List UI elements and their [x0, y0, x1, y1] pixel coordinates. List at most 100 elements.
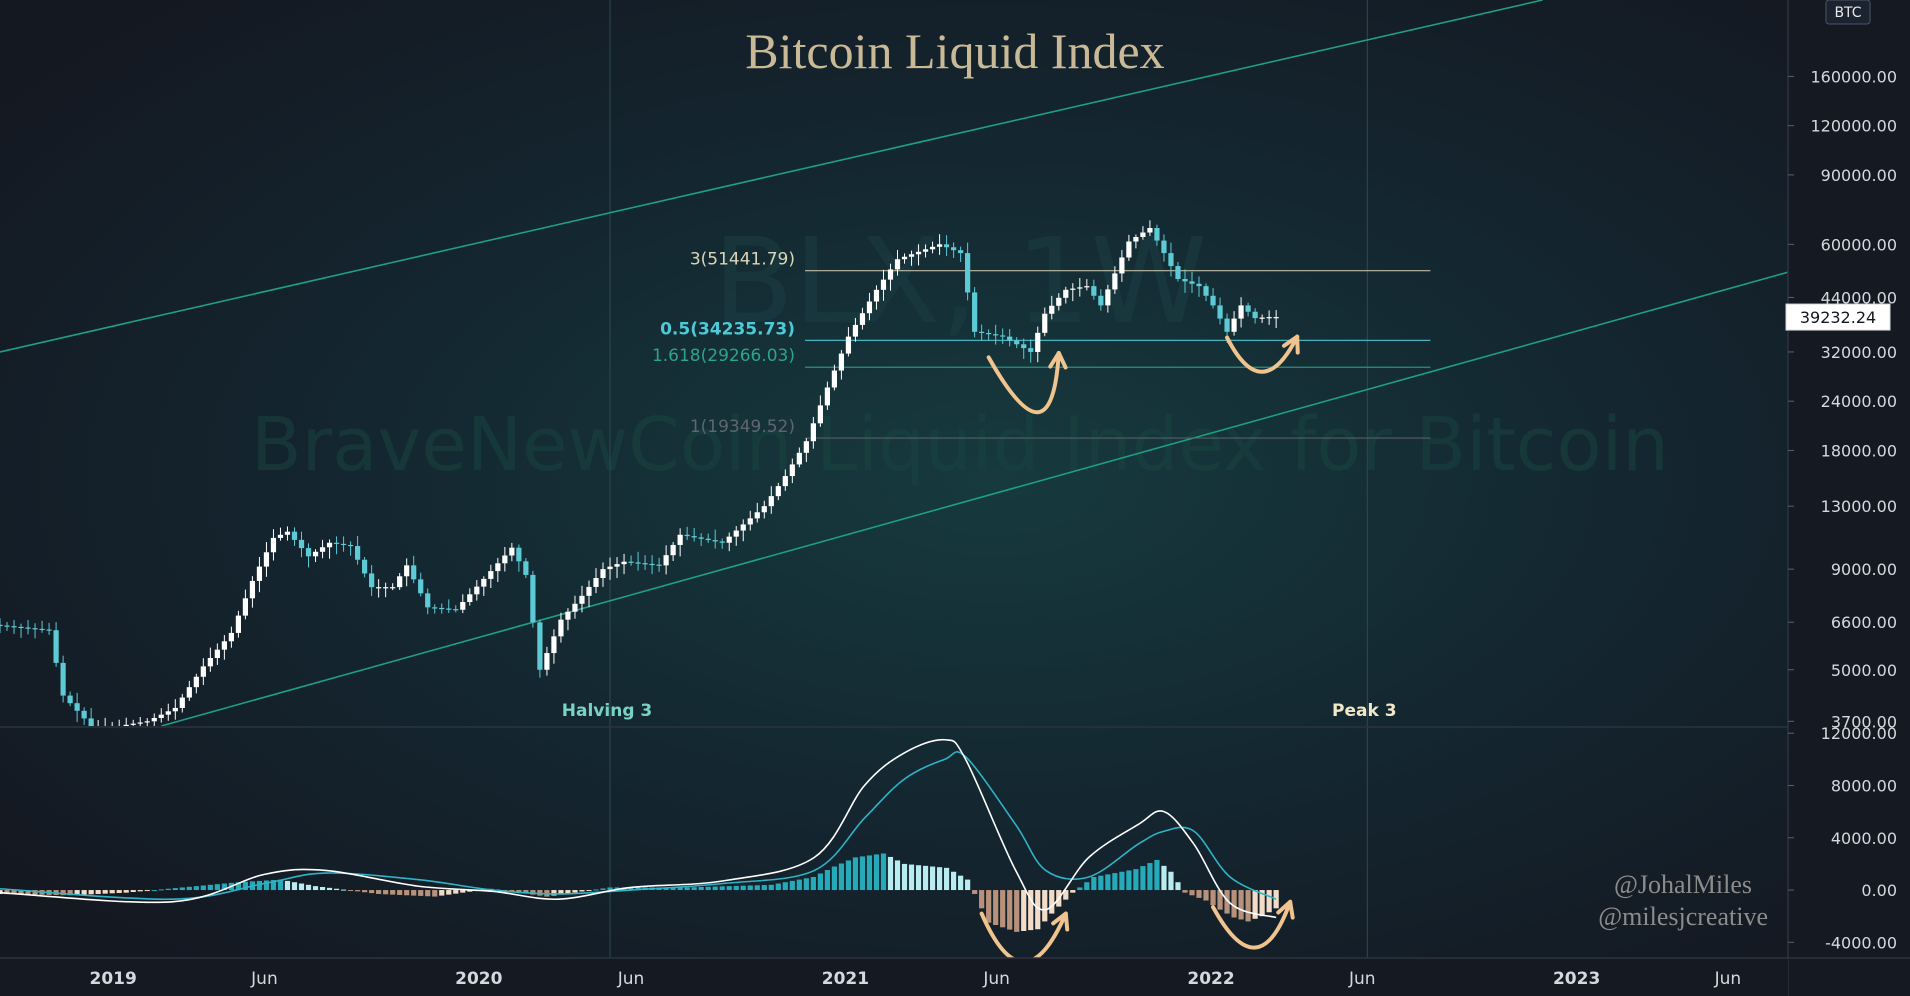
macd-histogram-bar: [593, 889, 599, 891]
macd-histogram-bar: [1266, 890, 1272, 913]
price-candle: [894, 250, 901, 276]
price-candle: [621, 553, 627, 575]
price-candle: [256, 556, 263, 593]
macd-histogram-bar: [958, 875, 964, 891]
price-candle: [1035, 326, 1041, 363]
price-candle: [137, 716, 143, 726]
price-candle: [1070, 283, 1076, 302]
last-price-tag: 39232.24: [1785, 303, 1891, 331]
macd-histogram-bar: [116, 890, 122, 893]
macd-histogram-bar: [670, 887, 676, 891]
macd-histogram-bar: [551, 890, 557, 896]
macd-histogram-bar: [509, 890, 515, 892]
macd-histogram-bar: [1252, 890, 1258, 919]
price-candle: [221, 635, 227, 660]
price-candle: [123, 717, 129, 726]
price-candle: [39, 620, 45, 633]
price-candle: [291, 527, 298, 546]
price-candle: [453, 605, 459, 613]
price-candle: [754, 502, 760, 523]
price-candle: [831, 364, 837, 391]
macd-histogram-bar: [467, 890, 473, 892]
macd-histogram-bar: [109, 890, 115, 894]
macd-histogram-bar: [390, 890, 396, 895]
macd-histogram-bar: [235, 882, 241, 891]
price-candle: [796, 447, 802, 468]
price-candle: [887, 263, 894, 291]
curved-arrow[interactable]: [986, 351, 1068, 415]
last-price-value: 39232.24: [1800, 308, 1876, 327]
price-candle: [1231, 311, 1237, 336]
price-candle: [1133, 234, 1139, 249]
macd-histogram-bar: [1175, 882, 1181, 891]
macd-tick-label: 0.00: [1861, 881, 1897, 900]
macd-histogram-bar: [221, 883, 227, 891]
price-candle: [1098, 289, 1104, 311]
price-candle: [319, 539, 326, 559]
macd-histogram-bar: [523, 890, 529, 894]
credits: @JohalMiles @milesjcreative: [1598, 870, 1768, 931]
macd-histogram-bar: [1000, 890, 1006, 928]
macd-histogram-bar: [1231, 890, 1237, 918]
price-candle: [74, 692, 80, 723]
macd-histogram-bar: [25, 890, 31, 895]
price-candle: [922, 244, 929, 258]
macd-histogram-bar: [894, 860, 901, 891]
price-candle: [1259, 314, 1265, 323]
curved-arrow[interactable]: [1211, 899, 1295, 950]
price-candle: [340, 536, 347, 552]
price-candle: [993, 324, 999, 345]
price-tick-label: 5000.00: [1831, 661, 1897, 680]
time-scale-background[interactable]: [0, 958, 1788, 996]
price-candle: [1147, 220, 1153, 236]
vertical-marker-label: Peak 3: [1332, 701, 1397, 721]
price-candle: [789, 458, 795, 484]
trendline[interactable]: [0, 0, 1543, 353]
price-tick-label: 3700.00: [1831, 712, 1897, 731]
price-candle: [397, 573, 403, 590]
price-candle: [97, 719, 99, 726]
macd-histogram-bar: [165, 888, 171, 891]
macd-histogram-bar: [355, 890, 361, 892]
macd-histogram-bar: [635, 887, 641, 891]
price-candle: [852, 317, 859, 342]
price-candle: [502, 547, 508, 572]
price-candle: [803, 438, 809, 462]
trendline[interactable]: [161, 271, 1788, 726]
macd-histogram-bar: [362, 890, 368, 893]
macd-histogram-bar: [1119, 871, 1125, 891]
macd-histogram-bar: [677, 887, 683, 891]
price-candle: [670, 541, 676, 561]
curved-arrow[interactable]: [1225, 334, 1300, 374]
macd-histogram-bar: [130, 890, 136, 893]
macd-histogram-bar: [1063, 890, 1069, 900]
price-candle: [249, 576, 256, 608]
macd-histogram-bar: [95, 890, 101, 894]
macd-histogram-bar: [186, 886, 192, 891]
price-candle: [684, 526, 690, 541]
macd-histogram-bar: [789, 880, 795, 891]
price-candle: [1196, 276, 1202, 297]
price-candle: [235, 610, 241, 638]
vertical-markers: Halving 3 Peak 3: [562, 0, 1397, 958]
macd-histogram-bar: [965, 879, 971, 891]
price-candle: [1007, 328, 1013, 347]
macd-histogram-bar: [193, 886, 199, 891]
macd-histogram-bar: [333, 888, 340, 891]
price-scale-background[interactable]: [1788, 0, 1910, 996]
price-candle: [425, 588, 431, 615]
currency-badge[interactable]: BTC: [1825, 0, 1871, 25]
price-candle: [1203, 283, 1209, 302]
price-candle: [1217, 297, 1223, 325]
macd-histogram-bar: [102, 890, 108, 894]
macd-histogram-bar: [270, 880, 277, 891]
price-candle: [418, 572, 424, 597]
macd-histogram-bar: [1238, 890, 1244, 920]
price-candle: [200, 658, 206, 686]
price-candle: [873, 285, 880, 310]
price-candle: [165, 703, 171, 721]
macd-histogram-bar: [312, 886, 319, 891]
fib-level-label: 1(19349.52): [690, 417, 795, 437]
price-candle: [1154, 224, 1160, 246]
macd-histogram-bar: [1098, 875, 1104, 891]
